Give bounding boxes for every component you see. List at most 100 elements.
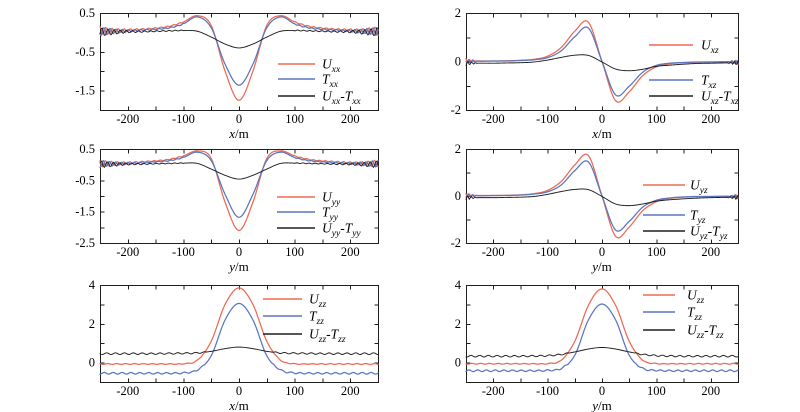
tick-labels-xz: -200 -100 0 100 200 2 0 -2 — [451, 6, 721, 126]
y-tick-label: -2 — [451, 236, 461, 250]
x-tick-label: 100 — [285, 112, 304, 126]
legend-label-T_yz: Tyz — [690, 208, 706, 227]
x-tick-label: -100 — [536, 245, 559, 259]
curve-T_yy — [99, 151, 379, 218]
x-axis-label: x/m — [228, 126, 249, 141]
legend-label-U_zz: Uzz — [687, 288, 704, 307]
curve-U_zz_minus_T_zz — [99, 346, 379, 356]
x-tick-label: 0 — [236, 245, 242, 259]
x-tick-label: 200 — [341, 112, 360, 126]
legend-label-U_yz_minus_T_yz: Uyz-Tyz — [690, 224, 728, 243]
tick-labels-zz-x: -200 -100 0 100 200 4 2 0 — [89, 278, 360, 398]
x-tick-label: -200 — [116, 112, 139, 126]
legend-label-U_zz_minus_T_zz: Uzz-Tzz — [309, 327, 346, 346]
legend-label-U_xz_minus_T_xz: Uxz-Txz — [701, 89, 739, 108]
y-tick-label: 0.5 — [79, 142, 95, 156]
legend-label-T_zz: Tzz — [687, 305, 702, 324]
x-tick-label: 100 — [647, 245, 666, 259]
curve-U_xx_minus_T_xx — [99, 27, 379, 49]
axes-zz-x — [100, 285, 379, 383]
axes-yy — [100, 149, 379, 244]
curve-T_zz — [465, 303, 739, 373]
y-tick-label: 2 — [455, 317, 461, 331]
y-tick-label: 4 — [455, 278, 462, 292]
legend-label-U_yy_minus_T_yy: Uyy-Tyy — [322, 221, 361, 240]
y-tick-label: 0 — [455, 356, 461, 370]
x-axis-label: x/m — [228, 398, 249, 412]
plot-xx: -200 -100 0 100 200 0.5 -0.5 -1.5 x/m UxxTxxUxx-T… — [75, 6, 379, 141]
x-tick-label: -100 — [536, 112, 559, 126]
curve-U_yz_minus_T_yz — [465, 188, 739, 207]
y-tick-label: 2 — [455, 6, 461, 20]
x-tick-label: 100 — [285, 384, 304, 398]
x-tick-label: -100 — [172, 245, 195, 259]
curve-U_xz_minus_T_xz — [465, 54, 739, 72]
x-tick-label: -200 — [116, 384, 139, 398]
x-tick-label: 100 — [285, 245, 304, 259]
legend-label-T_xz: Txz — [701, 73, 717, 92]
legend-label-U_xz: Uxz — [701, 38, 719, 57]
curve-U_zz — [465, 288, 739, 365]
legend-label-U_zz_minus_T_zz: Uzz-Tzz — [687, 323, 724, 342]
y-tick-label: 4 — [89, 278, 96, 292]
curve-U_zz_minus_T_zz — [465, 346, 739, 358]
y-tick-label: 2 — [89, 317, 95, 331]
x-axis-label: y/m — [227, 259, 249, 274]
x-tick-label: -200 — [482, 384, 505, 398]
x-axis-label: y/m — [590, 398, 612, 412]
x-tick-label: -200 — [116, 245, 139, 259]
x-tick-label: 100 — [647, 112, 666, 126]
y-tick-label: -1.5 — [75, 205, 95, 219]
x-tick-label: 200 — [341, 384, 360, 398]
y-tick-label: -0.5 — [75, 45, 95, 59]
x-axis-label: y/m — [590, 259, 612, 274]
x-tick-label: -200 — [482, 245, 505, 259]
x-tick-label: -100 — [536, 384, 559, 398]
legend-label-T_zz: Tzz — [309, 309, 324, 328]
legend-label-T_yy: Tyy — [322, 205, 339, 224]
y-tick-label: 0.5 — [79, 6, 95, 20]
tick-labels-zz-y: -200 -100 0 100 200 4 2 0 — [455, 278, 720, 398]
legend-label-T_xx: Txx — [322, 72, 339, 91]
y-tick-label: -0.5 — [75, 173, 95, 187]
y-tick-label: -1.5 — [75, 84, 95, 98]
x-axis-label: x/m — [591, 126, 612, 141]
legend-label-U_xx_minus_T_xx: Uxx-Txx — [322, 89, 361, 108]
legend-label-U_yz: Uyz — [690, 178, 708, 197]
tick-labels-yz: -200 -100 0 100 200 2 0 -2 — [451, 142, 721, 259]
x-tick-label: 200 — [341, 245, 360, 259]
y-tick-label: 2 — [455, 142, 461, 156]
x-tick-label: 0 — [236, 112, 242, 126]
legend-label-U_zz: Uzz — [309, 292, 326, 311]
tick-labels-yy: -200 -100 0 100 200 0.5 -0.5 -1.5 -2.5 — [75, 142, 359, 259]
y-tick-label: 0 — [455, 189, 461, 203]
x-tick-label: 0 — [599, 245, 605, 259]
legend-label-U_yy: Uyy — [322, 190, 341, 209]
x-tick-label: 200 — [701, 245, 720, 259]
x-tick-label: -200 — [482, 112, 505, 126]
axes-xx — [100, 13, 379, 111]
x-tick-label: 100 — [647, 384, 666, 398]
y-tick-label: -2 — [451, 103, 461, 117]
y-tick-label: 0 — [455, 55, 461, 69]
curve-U_zz — [99, 287, 379, 366]
x-tick-label: 200 — [701, 384, 720, 398]
curve-T_zz — [99, 302, 379, 375]
x-tick-label: -100 — [172, 384, 195, 398]
x-tick-label: 0 — [236, 384, 242, 398]
tick-labels-xx: -200 -100 0 100 200 0.5 -0.5 -1.5 — [75, 6, 359, 126]
plot-yy: -200 -100 0 100 200 0.5 -0.5 -1.5 -2.5 y/m UyyTyyU… — [75, 142, 379, 274]
x-tick-label: -100 — [172, 112, 195, 126]
y-tick-label: 0 — [89, 356, 95, 370]
